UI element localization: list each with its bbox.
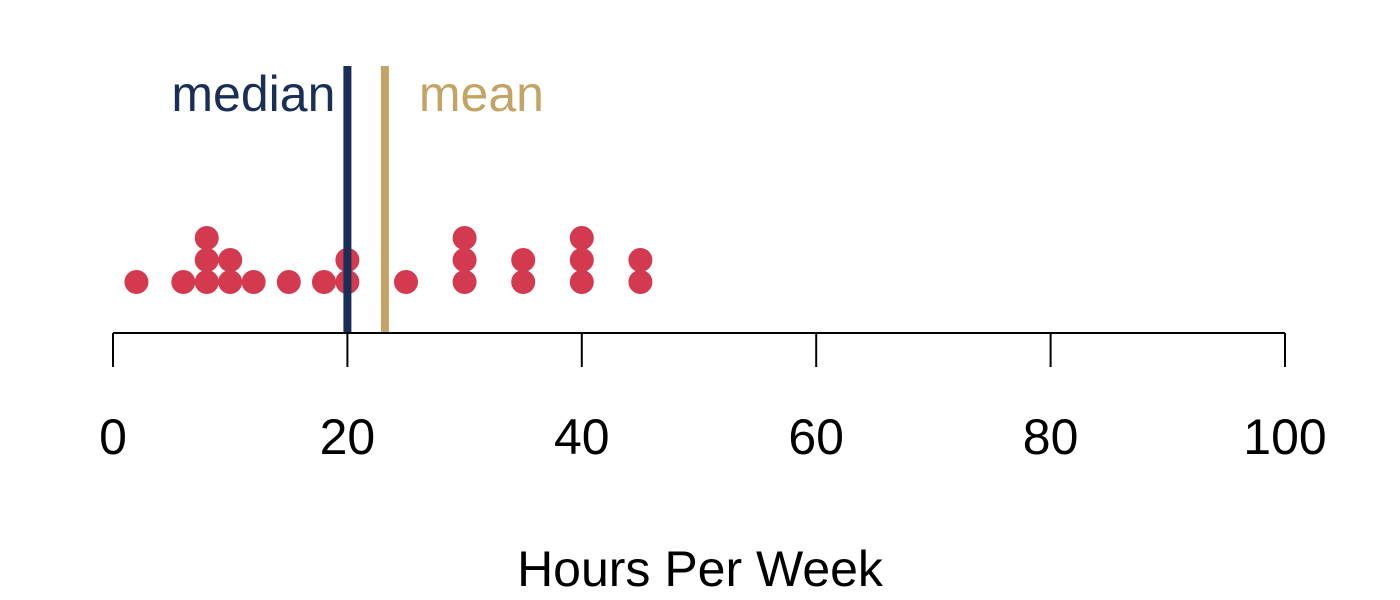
data-point xyxy=(511,248,536,272)
data-point xyxy=(628,248,653,272)
data-point xyxy=(569,270,594,294)
x-tick-label: 20 xyxy=(320,409,376,465)
data-point xyxy=(569,248,594,272)
data-points xyxy=(124,226,653,294)
data-point xyxy=(241,270,266,294)
data-point xyxy=(276,270,301,294)
x-tick-label: 60 xyxy=(788,409,844,465)
x-tick-label: 80 xyxy=(1023,409,1079,465)
x-tick-label: 40 xyxy=(554,409,610,465)
data-point xyxy=(511,270,536,294)
data-point xyxy=(218,248,243,272)
data-point xyxy=(452,226,477,250)
data-point xyxy=(452,248,477,272)
data-point xyxy=(194,226,219,250)
data-point xyxy=(124,270,149,294)
data-point xyxy=(311,270,336,294)
data-point xyxy=(218,270,243,294)
data-point xyxy=(394,270,418,294)
x-tick-label: 100 xyxy=(1243,409,1326,465)
median-label: median xyxy=(171,66,335,122)
x-axis: 0 20 40 60 80 100 xyxy=(99,332,1327,465)
data-point xyxy=(628,270,653,294)
mean-label: mean xyxy=(419,66,544,122)
x-axis-label: Hours Per Week xyxy=(517,541,884,597)
data-point xyxy=(171,270,196,294)
data-point xyxy=(452,270,477,294)
data-point xyxy=(569,226,594,250)
data-point xyxy=(194,270,219,294)
data-point xyxy=(194,248,219,272)
x-tick-label: 0 xyxy=(99,409,127,465)
